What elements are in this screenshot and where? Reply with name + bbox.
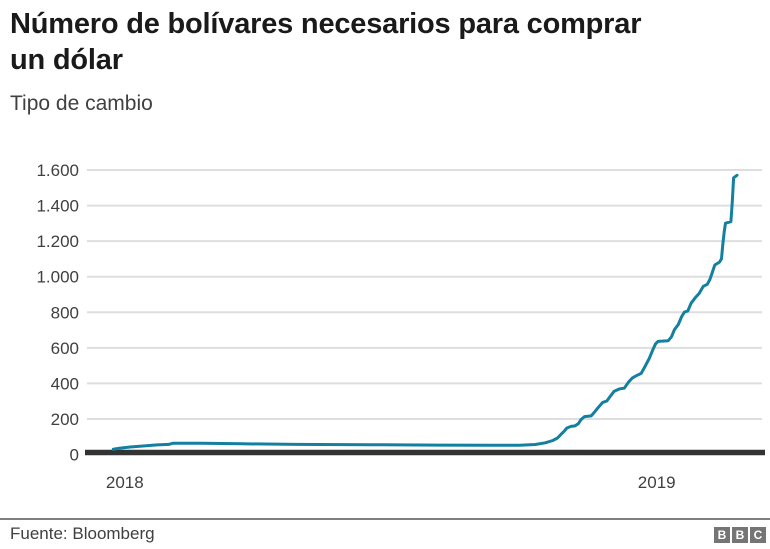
y-axis-tick-label: 600 [51,339,79,358]
bbc-logo-block-b1: B [714,527,730,543]
page-title-line-1: Número de bolívares necesarios para comp… [10,8,642,40]
bbc-logo: B B C [714,527,766,543]
chart-header: Número de bolívares necesarios para comp… [10,6,760,116]
chart-footer: Fuente: Bloomberg B B C [0,518,770,549]
bbc-logo-block-b2: B [732,527,748,543]
y-axis-tick-label: 0 [70,446,79,465]
page-title-line-2: un dólar [10,44,123,76]
exchange-rate-chart: 1.600 1.400 1.200 1.000 800 600 400 200 0 2018 201… [36,161,765,492]
y-axis-tick-label: 1.400 [36,197,79,216]
y-axis-tick-label: 200 [51,410,79,429]
x-axis-tick-label: 2018 [106,473,144,492]
y-axis-tick-label: 800 [51,303,79,322]
x-axis-tick-label: 2019 [638,473,676,492]
y-axis-tick-label: 1.200 [36,232,79,251]
page-title: Número de bolívares necesarios para comp… [10,6,760,78]
y-axis-tick-label: 400 [51,374,79,393]
bbc-logo-block-c: C [750,527,766,543]
source-attribution: Fuente: Bloomberg [10,524,155,543]
y-axis-tick-label: 1.000 [36,268,79,287]
exchange-rate-line-series [111,173,739,451]
y-axis-tick-label: 1.600 [36,161,79,180]
chart-subtitle: Tipo de cambio [10,92,153,115]
